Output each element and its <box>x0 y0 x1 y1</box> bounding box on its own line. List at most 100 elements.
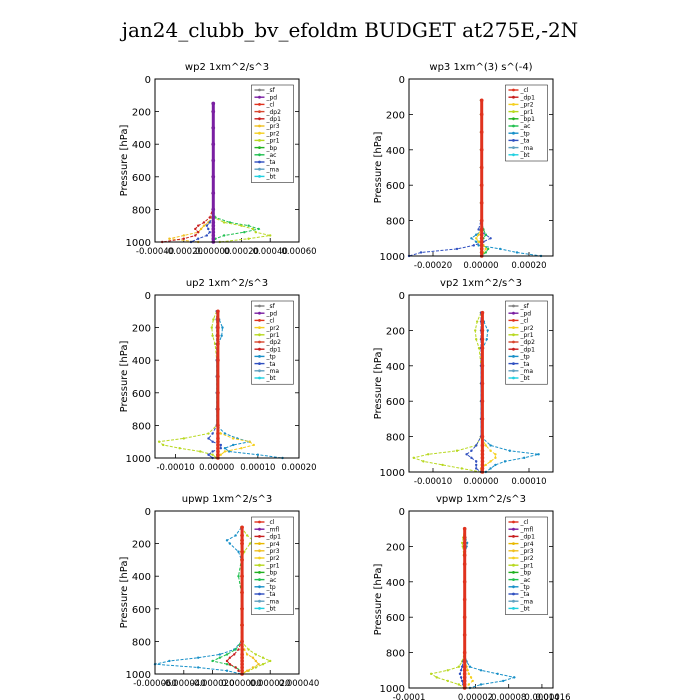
data-point <box>211 440 214 443</box>
data-point <box>475 240 478 244</box>
data-point <box>484 247 487 251</box>
legend-label: _tp <box>265 354 275 361</box>
legend-marker <box>258 542 261 545</box>
data-point <box>207 227 210 231</box>
x-tick-label: -0.00020 <box>165 247 203 257</box>
panel-title: vpwp 1xm^2/s^3 <box>436 494 526 505</box>
legend-marker <box>512 362 515 365</box>
data-point <box>256 453 260 456</box>
legend-marker <box>258 362 261 365</box>
legend: _sf_pd_cl_pr2_pr1_dp2_dp1_tp_ta_ma_bt <box>251 300 294 385</box>
legend-label: _ac <box>265 577 276 584</box>
y-tick-label: 200 <box>132 540 151 551</box>
data-point <box>257 227 260 231</box>
data-point <box>467 672 471 676</box>
data-point <box>484 251 487 254</box>
data-point <box>462 675 467 680</box>
data-point <box>479 112 484 117</box>
x-tick-label: 0.00020 <box>224 247 259 257</box>
legend-marker <box>258 347 261 351</box>
legend: _cl_dp1_pr2_pr1_bp1_ac_tp_ta_ma_bt <box>505 84 548 162</box>
legend-label: _tp <box>265 584 275 591</box>
legend-label: _ma <box>265 166 279 173</box>
legend-label: _cl <box>265 519 274 526</box>
data-point <box>472 244 475 247</box>
data-point <box>480 337 485 342</box>
x-tick-label: 0.00016 <box>535 693 570 700</box>
data-point <box>479 232 484 237</box>
data-point <box>460 541 464 545</box>
legend: _cl_mfl_dp1_pr4_pr3_pr2_pr1_bp_ac_tp_ta_… <box>505 516 548 615</box>
legend-marker <box>512 542 515 545</box>
legend-marker <box>258 340 261 344</box>
legend-marker <box>512 556 515 560</box>
x-tick-label: 0.00000 <box>199 463 234 473</box>
data-point <box>211 126 216 130</box>
series-line-pr1 <box>157 311 218 459</box>
y-tick-label: 0 <box>399 75 405 86</box>
legend-label: _tp <box>519 354 529 361</box>
data-point <box>470 449 473 452</box>
data-point <box>499 247 502 251</box>
data-point <box>240 639 244 644</box>
panel-title: wp3 1xm^(3) s^(-4) <box>429 62 532 73</box>
data-point <box>462 615 467 619</box>
y-tick-label: 800 <box>132 637 151 648</box>
y-tick-label: 200 <box>386 110 405 121</box>
data-point <box>221 326 224 329</box>
data-point <box>489 237 492 240</box>
data-point <box>234 666 237 669</box>
data-point <box>466 669 469 672</box>
legend-marker <box>258 95 261 99</box>
legend-marker <box>258 131 261 135</box>
data-point <box>458 672 462 676</box>
legend-marker <box>512 535 515 538</box>
legend-marker <box>512 607 515 610</box>
data-point <box>441 463 444 467</box>
x-tick-label: -0.00040 <box>136 247 174 257</box>
y-tick-label: 400 <box>132 356 151 367</box>
data-point <box>254 666 257 669</box>
legend-label: _cl <box>519 519 528 526</box>
data-point <box>231 437 235 440</box>
plot-frame <box>154 510 300 675</box>
data-point <box>513 676 516 679</box>
data-point <box>237 669 240 672</box>
legend-marker <box>258 369 261 373</box>
x-tick-label: 0.00020 <box>281 463 316 473</box>
legend-marker <box>258 319 261 322</box>
legend-label: _sf <box>265 303 275 310</box>
data-point <box>479 218 484 223</box>
legend-marker <box>512 347 515 351</box>
legend-label: _ta <box>519 361 529 368</box>
legend-label: _sf <box>265 87 275 94</box>
data-point <box>462 679 467 683</box>
data-point <box>477 240 480 244</box>
legend-label: _sf <box>519 303 529 310</box>
data-point <box>251 656 255 659</box>
data-point <box>225 659 229 663</box>
data-point <box>211 432 214 435</box>
legend-marker <box>258 578 261 581</box>
series-line-ta <box>465 312 482 473</box>
data-point <box>419 251 423 254</box>
data-point <box>219 453 223 456</box>
data-point <box>422 460 425 463</box>
data-point <box>261 663 265 666</box>
data-point <box>216 449 220 454</box>
legend-label: _pr3 <box>519 548 533 555</box>
x-tick-label: 0.00020 <box>511 261 546 271</box>
legend-label: _bt <box>265 174 276 181</box>
data-point <box>485 338 488 341</box>
data-point <box>162 443 165 447</box>
legend-marker <box>512 146 515 150</box>
data-point <box>240 538 244 543</box>
y-tick-label: 600 <box>386 397 405 408</box>
legend-marker <box>258 355 261 358</box>
data-point <box>475 460 478 463</box>
data-point <box>205 224 209 227</box>
legend-marker <box>512 369 515 373</box>
x-tick-label: 0.000020 <box>250 679 291 689</box>
